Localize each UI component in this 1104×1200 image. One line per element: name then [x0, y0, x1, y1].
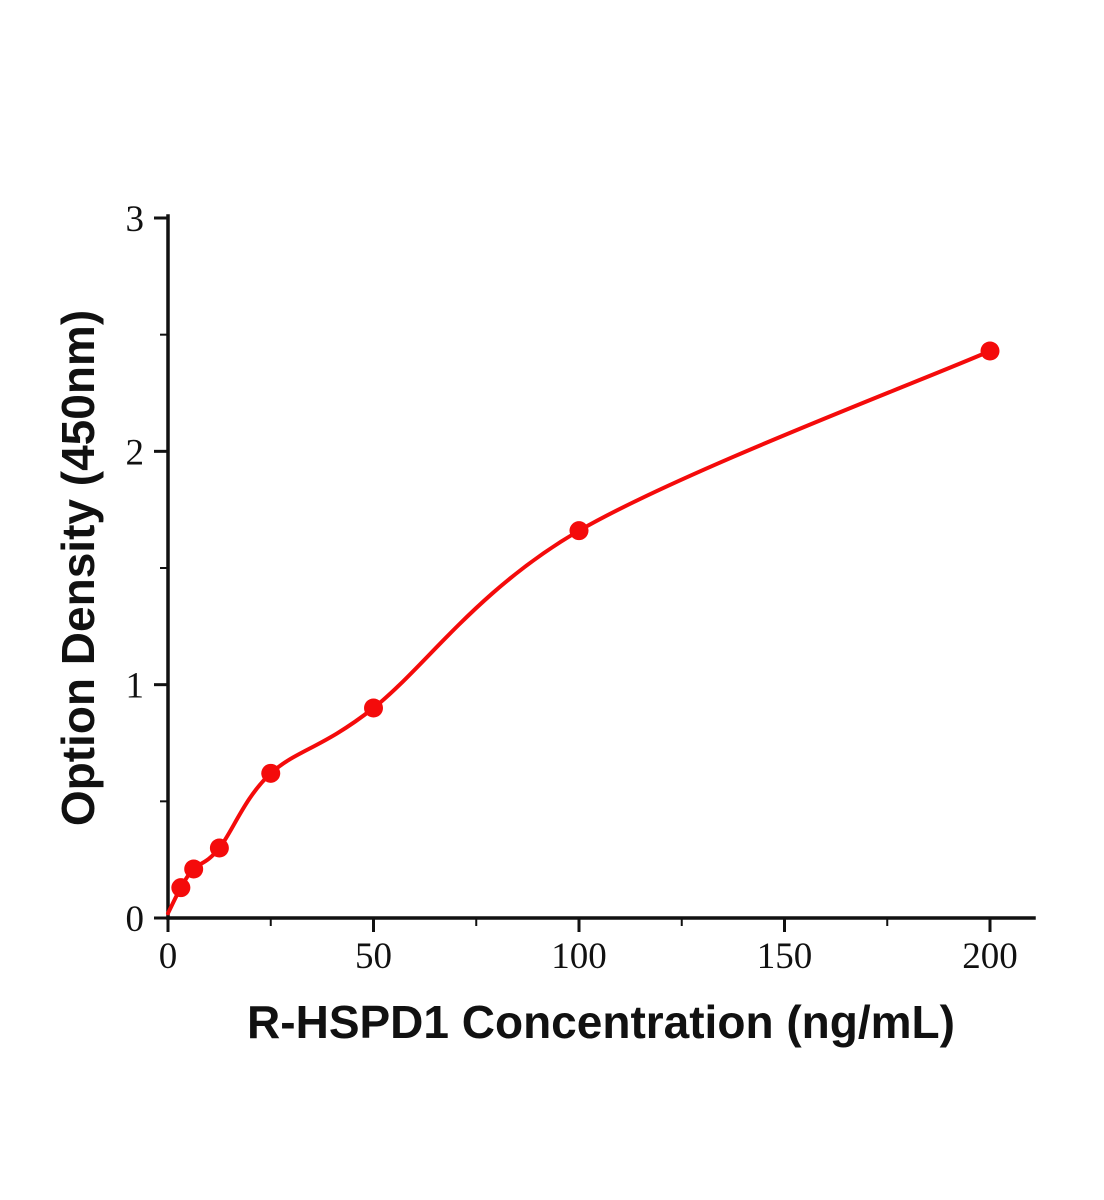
data-point-100 — [569, 521, 589, 541]
data-point-3.125 — [171, 878, 191, 898]
x-tick-label-0: 0 — [159, 936, 178, 977]
data-point-6.25 — [184, 859, 204, 879]
data-point-12.5 — [209, 838, 229, 858]
x-tick-label-100: 100 — [551, 936, 607, 977]
data-point-200 — [980, 341, 1000, 361]
data-point-25 — [261, 763, 281, 783]
x-axis-title: R-HSPD1 Concentration (ng/mL) — [247, 996, 955, 1048]
x-tick-label-150: 150 — [757, 936, 813, 977]
y-tick-label-0: 0 — [126, 899, 145, 940]
fit-curve — [166, 349, 992, 916]
y-axis-title: Option Density (450nm) — [52, 309, 104, 827]
y-tick-label-1: 1 — [126, 666, 145, 707]
x-tick-label-50: 50 — [355, 936, 392, 977]
y-tick-label-3: 3 — [126, 199, 145, 240]
data-point-50 — [364, 698, 383, 718]
y-tick-label-2: 2 — [126, 432, 145, 473]
x-tick-label-200: 200 — [962, 936, 1018, 977]
